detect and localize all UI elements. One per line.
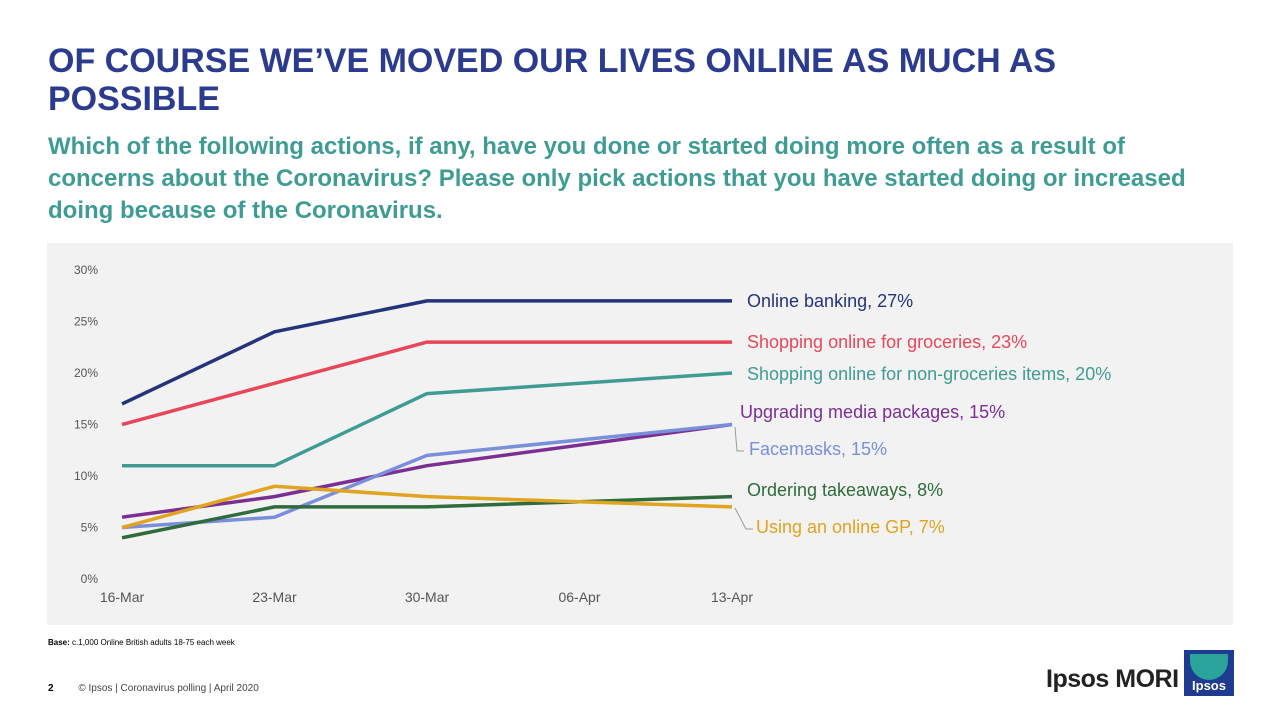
chart-panel: 0% 5% 10% 15% 20% 25% 30% 16-Mar 23-Mar 30-Mar 06-… <box>47 243 1233 625</box>
page-number: 2 <box>48 683 54 694</box>
base-label: Base: <box>48 638 70 647</box>
x-tick-label: 23-Mar <box>252 589 297 605</box>
label-leader-line <box>734 426 744 452</box>
series-line <box>121 422 733 530</box>
survey-question: Which of the following actions, if any, … <box>48 133 1186 224</box>
series-end-label: Upgrading media packages, 15% <box>740 402 1005 422</box>
series-end-label: Ordering takeaways, 8% <box>747 480 943 500</box>
base-note: Base: c.1,000 Online British adults 18-7… <box>48 638 235 647</box>
series-end-label: Online banking, 27% <box>747 291 913 311</box>
base-text: c.1,000 Online British adults 18-75 each… <box>72 638 235 647</box>
brand-name: Ipsos MORI <box>1046 665 1179 693</box>
x-tick-label: 06-Apr <box>558 589 600 605</box>
logo-text: Ipsos <box>1192 678 1226 693</box>
series-line <box>121 299 732 406</box>
line-chart: 0% 5% 10% 15% 20% 25% 30% 16-Mar 23-Mar 30-Mar 06-… <box>74 263 1111 605</box>
ipsos-logo: Ipsos <box>1184 650 1234 696</box>
y-tick-label: 20% <box>74 366 98 380</box>
y-tick-label: 5% <box>81 521 99 535</box>
series-line <box>121 484 733 530</box>
logo-band <box>1190 654 1228 680</box>
series-end-label: Shopping online for non-groceries items,… <box>747 364 1111 384</box>
series-line <box>122 371 733 468</box>
label-leader-line <box>734 507 753 530</box>
series-line <box>121 340 732 427</box>
series-end-label: Shopping online for groceries, 23% <box>747 332 1027 352</box>
y-tick-label: 25% <box>74 315 98 329</box>
x-tick-label: 16-Mar <box>100 589 145 605</box>
y-tick-label: 30% <box>74 263 98 277</box>
y-tick-label: 15% <box>74 418 98 432</box>
x-tick-label: 30-Mar <box>405 589 450 605</box>
footer-text: © Ipsos | Coronavirus polling | April 20… <box>78 683 259 694</box>
y-tick-label: 0% <box>81 572 99 586</box>
x-tick-label: 13-Apr <box>711 589 753 605</box>
y-tick-label: 10% <box>74 469 98 483</box>
series-end-label: Facemasks, 15% <box>749 439 887 459</box>
series-end-label: Using an online GP, 7% <box>756 517 945 537</box>
slide-title: OF COURSE WE’VE MOVED OUR LIVES ONLINE A… <box>48 42 1057 118</box>
footer: 2 © Ipsos | Coronavirus polling | April … <box>48 683 259 694</box>
